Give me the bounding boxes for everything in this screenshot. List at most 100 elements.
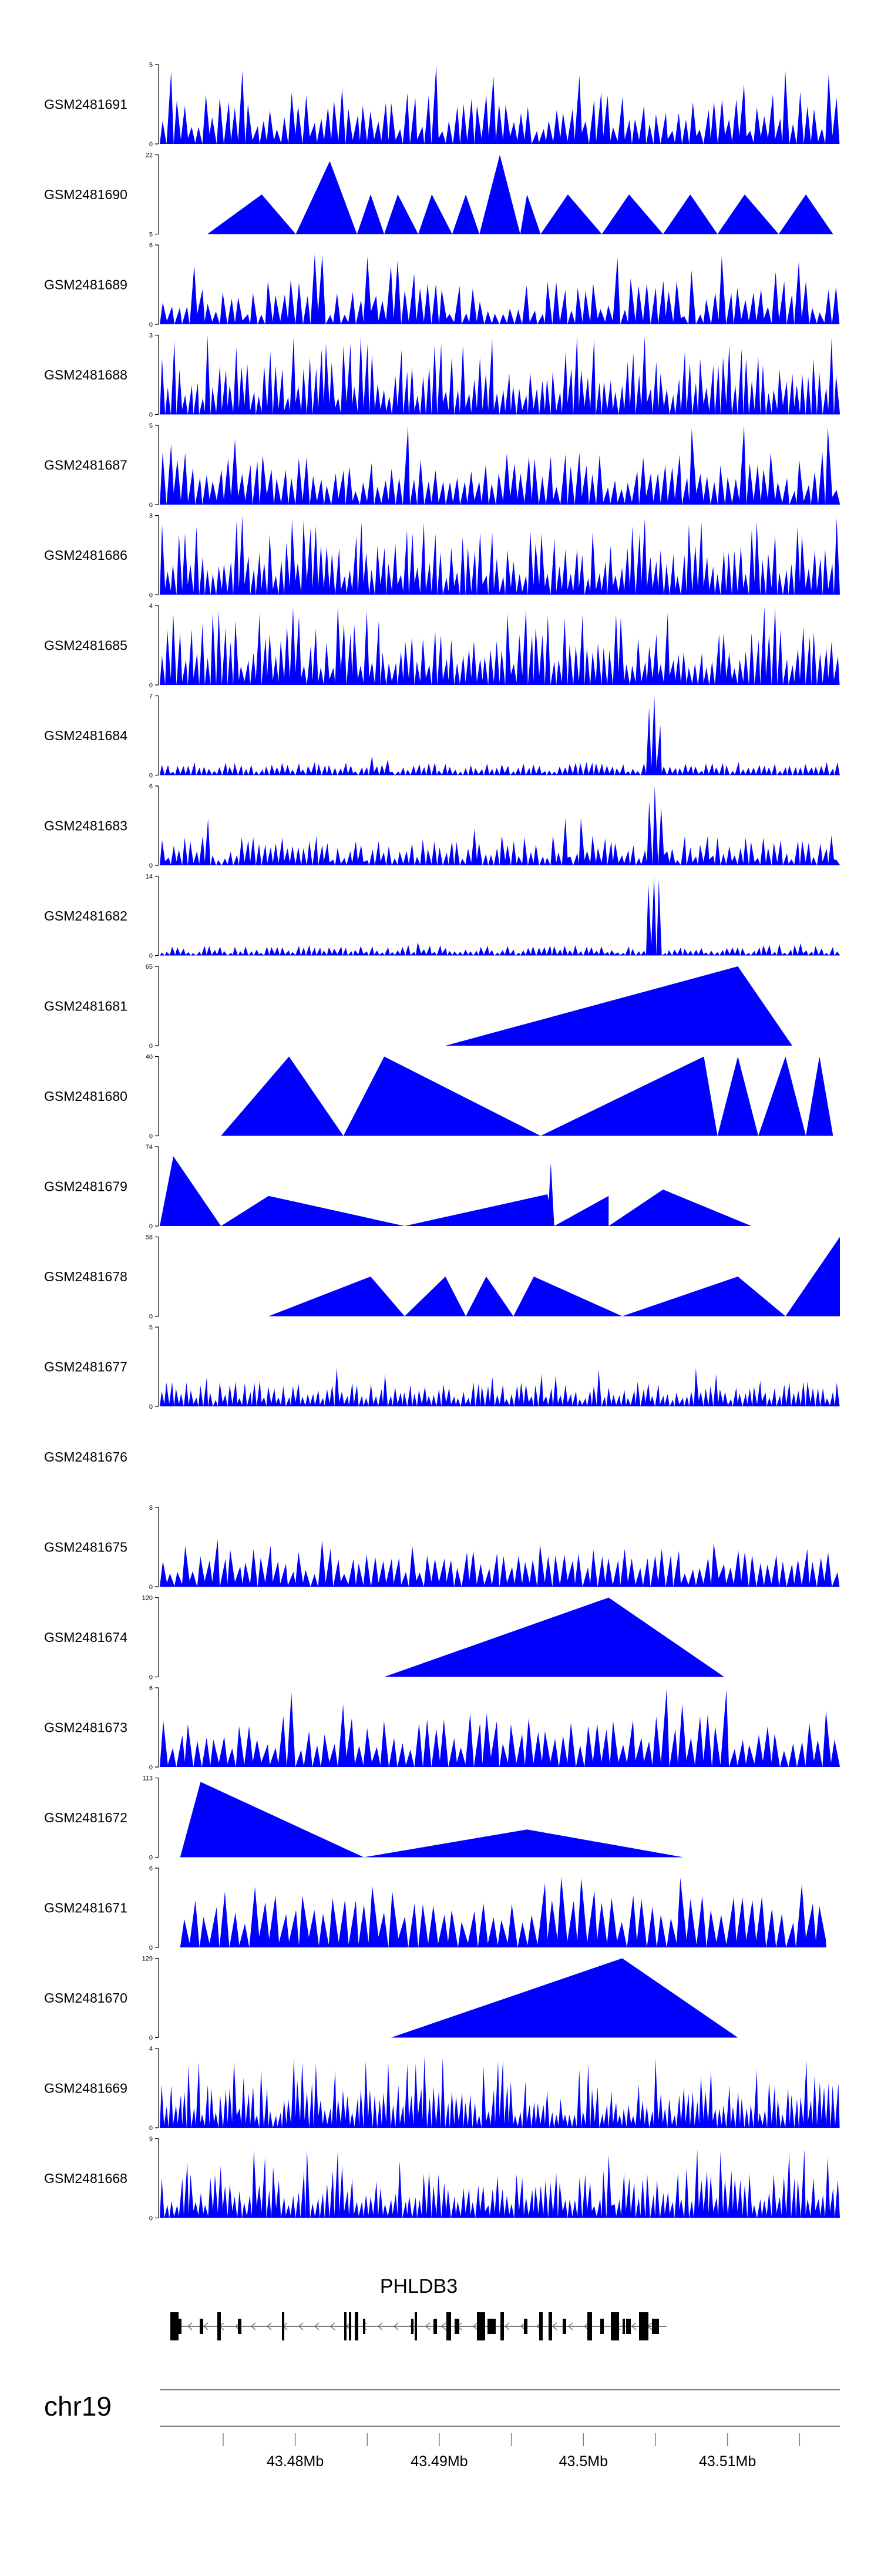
y-tick-label-min: 0 [149,1584,153,1591]
y-tick-label-min: 0 [149,1314,153,1321]
track-GSM2481684: GSM2481684 7 0 [44,693,840,780]
track-GSM2481688: GSM2481688 3 0 [44,333,840,419]
signal-area [160,696,840,775]
signal-area [160,65,840,144]
gene-exon [587,2312,592,2340]
track-label: GSM2481674 [44,1630,127,1645]
y-tick-label-max: 58 [146,1234,153,1241]
gene-exon [355,2312,358,2340]
gene-exon [344,2312,347,2340]
signal-peak [513,1277,623,1316]
y-tick-label-min: 0 [149,141,153,148]
y-tick-label-min: 0 [149,2035,153,2042]
track-GSM2481690: GSM2481690 22 5 [44,152,833,239]
chromosome-label: chr19 [44,2391,112,2421]
gene-exon [549,2312,552,2340]
track-label: GSM2481680 [44,1089,127,1104]
signal-peak [452,194,480,234]
y-tick-label-min: 0 [149,1764,153,1771]
signal-area [160,786,840,865]
signal-area [160,254,840,324]
strand-arrow [568,2322,573,2330]
coord-tick-label: 43.51Mb [699,2453,756,2470]
signal-peak [554,1195,609,1226]
y-tick-label-max: 6 [149,1865,153,1872]
gene-exon [415,2312,417,2340]
track-GSM2481668: GSM2481668 9 0 [44,2136,840,2222]
track-label: GSM2481668 [44,2171,127,2186]
track-label: GSM2481683 [44,818,127,834]
y-tick-label-max: 4 [149,2046,153,2053]
gene-exon [238,2319,241,2334]
y-tick-label-min: 0 [149,953,153,960]
signal-peak [391,1958,738,2038]
gene-exon [363,2319,365,2334]
strand-arrow [473,2322,478,2330]
signal-peak [180,1782,364,1858]
track-GSM2481685: GSM2481685 4 0 [44,603,840,689]
track-label: GSM2481689 [44,277,127,293]
gene-exon [200,2319,203,2334]
signal-peak [418,194,452,234]
y-tick-label-max: 5 [149,62,153,69]
strand-arrow [394,2322,399,2330]
track-GSM2481683: GSM2481683 6 0 [44,783,840,869]
signal-peak [663,194,718,234]
y-tick-label-min: 0 [149,1133,153,1140]
signal-peak [268,1277,405,1316]
track-GSM2481676: GSM2481676 [44,1449,127,1465]
track-label: GSM2481686 [44,548,127,563]
gene-exon [500,2312,504,2340]
y-tick-label-min: 0 [149,2125,153,2132]
track-label: GSM2481669 [44,2081,127,2096]
track-GSM2481691: GSM2481691 5 0 [44,62,840,148]
gene-exon [563,2319,566,2334]
strand-arrow [330,2322,335,2330]
y-tick-label-max: 65 [146,963,153,970]
signal-peak [785,1237,840,1316]
y-tick-label-max: 5 [149,422,153,429]
strand-arrow [187,2322,193,2330]
y-tick-label-min: 0 [149,1043,153,1050]
signal-area [160,425,840,505]
y-tick-label-max: 6 [149,783,153,790]
coordinate-axis: 43.48Mb 43.49Mb 43.5Mb 43.51Mb [223,2433,801,2470]
strand-arrow [378,2322,383,2330]
y-tick-label-min: 0 [149,1944,153,1952]
track-GSM2481689: GSM2481689 6 0 [44,242,840,328]
y-tick-label-min: 5 [149,231,153,239]
signal-area [160,335,840,415]
strand-arrow [520,2322,526,2330]
signal-area [160,1368,840,1406]
strand-arrow [552,2322,557,2330]
y-tick-label-max: 5 [149,1324,153,1331]
y-tick-label-min: 0 [149,682,153,689]
strand-arrow [584,2322,589,2330]
y-tick-label-min: 0 [149,321,153,328]
track-label: GSM2481672 [44,1810,127,1825]
track-label: GSM2481676 [44,1449,127,1465]
y-tick-label-max: 8 [149,1504,153,1512]
track-GSM2481687: GSM2481687 5 0 [44,422,840,509]
track-GSM2481675: GSM2481675 8 0 [44,1504,840,1591]
y-tick-label-max: 9 [149,2136,153,2143]
gene-exon [539,2312,543,2340]
signal-area [160,515,840,595]
signal-peak [445,966,792,1046]
track-label: GSM2481679 [44,1179,127,1194]
signal-peak [384,1597,725,1677]
track-GSM2481677: GSM2481677 5 0 [44,1324,840,1410]
gene-exon [282,2312,284,2340]
strand-arrow [298,2322,304,2330]
strand-arrow [441,2322,446,2330]
signal-peak [758,1056,806,1136]
signal-area [160,2056,840,2128]
y-tick-label-max: 7 [149,693,153,700]
signal-peak [608,1189,752,1226]
track-label: GSM2481688 [44,367,127,382]
y-tick-label-max: 3 [149,333,153,340]
signal-peak [466,1277,514,1316]
gene-model-track: PHLDB3 [170,2275,667,2340]
track-label: GSM2481673 [44,1720,127,1735]
